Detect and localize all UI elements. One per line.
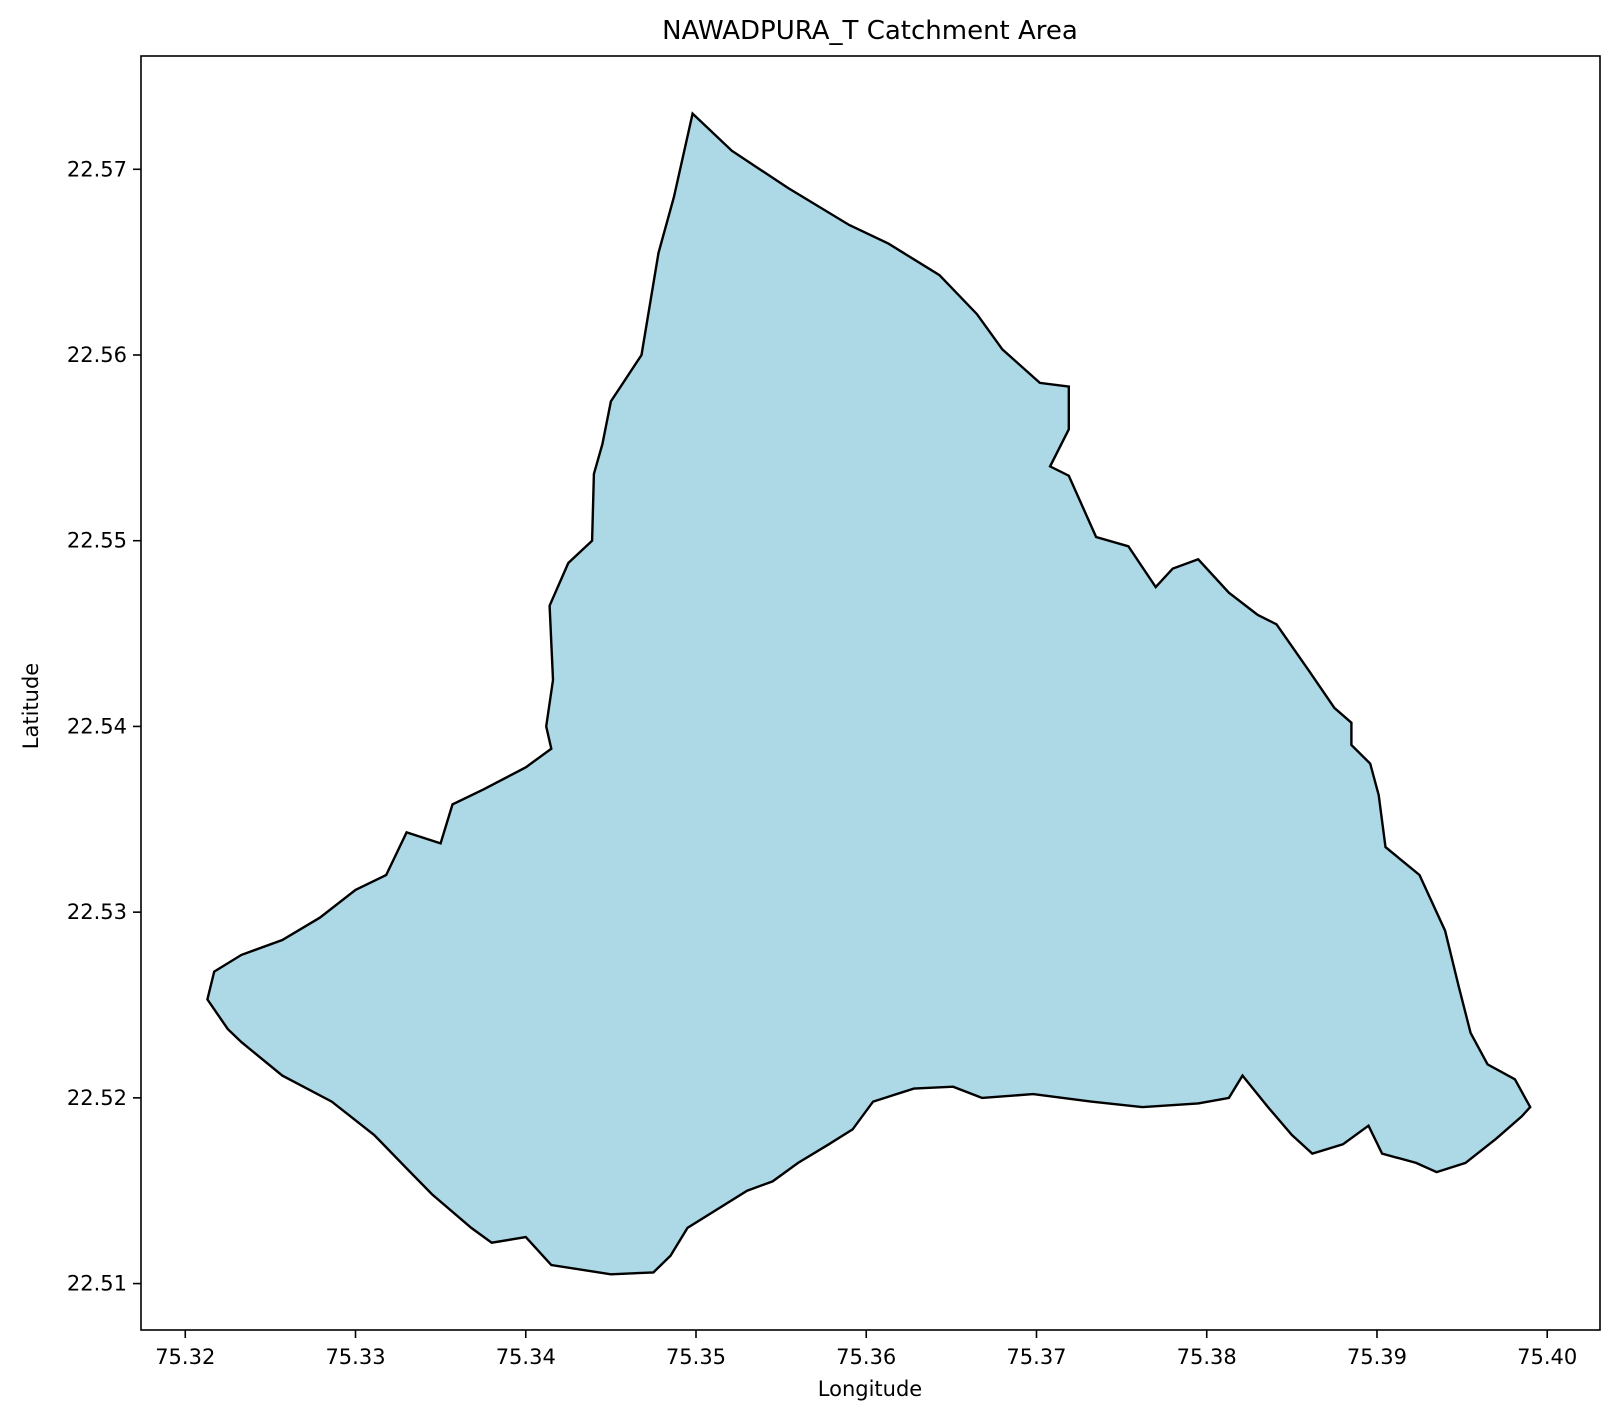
y-tick-label: 22.53 — [67, 900, 127, 924]
x-tick-label: 75.38 — [1177, 1345, 1237, 1369]
plot-frame — [140, 55, 1601, 1331]
x-axis-label: Longitude — [818, 1377, 922, 1401]
x-tick-label: 75.33 — [325, 1345, 385, 1369]
y-tick-label: 22.56 — [67, 343, 127, 367]
x-tick-label: 75.40 — [1517, 1345, 1577, 1369]
plot-area — [140, 55, 1601, 1331]
y-tick-label: 22.52 — [67, 1086, 127, 1110]
x-tick-label: 75.37 — [1006, 1345, 1066, 1369]
x-tick-label: 75.39 — [1347, 1345, 1407, 1369]
x-tick-label: 75.32 — [155, 1345, 215, 1369]
x-axis: 75.32 75.33 75.34 75.35 75.36 75.37 75.38 75.39… — [155, 1330, 1577, 1369]
y-tick-label: 22.54 — [67, 714, 127, 738]
x-tick-label: 75.34 — [496, 1345, 556, 1369]
x-tick-label: 75.36 — [836, 1345, 896, 1369]
chart-title: NAWADPURA_T Catchment Area — [662, 16, 1078, 46]
x-tick-label: 75.35 — [666, 1345, 726, 1369]
y-tick-label: 22.57 — [67, 157, 127, 181]
y-axis-label: Latitude — [19, 663, 43, 749]
y-tick-label: 22.55 — [67, 529, 127, 553]
y-tick-label: 22.51 — [67, 1272, 127, 1296]
y-axis: 22.51 22.52 22.53 22.54 22.55 22.56 22.57 — [67, 157, 141, 1296]
catchment-polygon — [206, 111, 1532, 1276]
